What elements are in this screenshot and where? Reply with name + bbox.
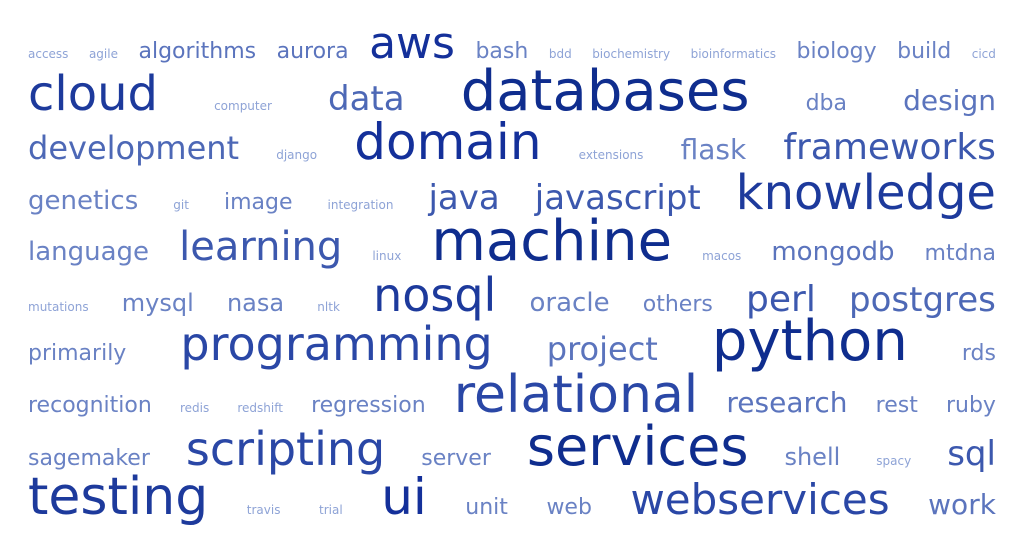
word-learning: learning xyxy=(179,224,343,271)
word-row: cloud computer data databases dba design xyxy=(28,64,996,120)
word-domain: domain xyxy=(354,113,542,171)
word-nltk: nltk xyxy=(317,300,340,315)
word-sql: sql xyxy=(947,433,996,474)
word-row: sagemaker scripting server services shell spa… xyxy=(28,414,996,478)
word-row: primarily programming project python rds xyxy=(28,314,996,370)
word-work: work xyxy=(928,488,996,522)
word-java: java xyxy=(428,177,500,218)
word-mutations: mutations xyxy=(28,300,89,315)
word-aws: aws xyxy=(369,17,455,69)
word-mtdna: mtdna xyxy=(924,241,996,267)
word-git: git xyxy=(173,197,189,212)
word-development: development xyxy=(28,129,240,167)
word-aurora: aurora xyxy=(276,38,349,64)
word-bioinformatics: bioinformatics xyxy=(690,46,777,61)
word-knowledge: knowledge xyxy=(735,164,996,221)
word-django: django xyxy=(276,148,318,162)
word-biochemistry: biochemistry xyxy=(592,46,671,61)
word-macos: macos xyxy=(702,249,742,264)
word-research: research xyxy=(726,386,848,420)
word-agile: agile xyxy=(88,46,118,61)
word-databases: databases xyxy=(460,59,750,125)
word-row: genetics git image integration java javascrip… xyxy=(28,169,996,217)
word-nasa: nasa xyxy=(226,289,285,318)
word-flask: flask xyxy=(680,133,747,166)
word-row: mutations mysql nasa nltk nosql oracle others p… xyxy=(28,272,996,318)
word-access: access xyxy=(28,46,69,61)
word-server: server xyxy=(421,445,491,471)
word-programming: programming xyxy=(180,317,493,372)
word-perl: perl xyxy=(746,279,816,321)
word-recognition: recognition xyxy=(28,393,152,419)
word-trial: trial xyxy=(319,503,343,518)
word-design: design xyxy=(903,84,996,118)
word-redis: redis xyxy=(179,401,210,416)
word-frameworks: frameworks xyxy=(783,127,996,168)
word-services: services xyxy=(526,414,749,478)
word-image: image xyxy=(223,189,293,215)
word-mysql: mysql xyxy=(121,289,194,318)
word-unit: unit xyxy=(465,495,508,521)
word-postgres: postgres xyxy=(849,280,996,321)
word-row: testing travis trial ui unit web webservices wo… xyxy=(28,471,996,523)
word-redshift: redshift xyxy=(237,401,283,416)
word-extensions: extensions xyxy=(578,148,644,162)
word-algorithms: algorithms xyxy=(138,38,257,64)
word-bdd: bdd xyxy=(548,46,572,61)
word-spacy: spacy xyxy=(876,453,912,468)
word-ui: ui xyxy=(381,468,427,527)
word-genetics: genetics xyxy=(28,185,139,216)
word-integration: integration xyxy=(327,197,394,212)
word-rest: rest xyxy=(875,393,918,419)
word-relational: relational xyxy=(453,365,699,426)
word-bash: bash xyxy=(475,38,529,64)
word-cicd: cicd xyxy=(971,46,996,61)
word-oracle: oracle xyxy=(529,288,610,319)
word-language: language xyxy=(28,237,150,268)
word-row: language learning linux machine macos mongodb… xyxy=(28,214,996,270)
word-row: recognition redis redshift regression relati… xyxy=(28,369,996,421)
word-machine: machine xyxy=(431,209,673,275)
word-scripting: scripting xyxy=(185,421,386,476)
word-cloud: cloud xyxy=(28,66,158,123)
word-row: access agile algorithms aurora aws bash bdd bio… xyxy=(28,17,996,69)
word-biology: biology xyxy=(796,38,877,64)
word-travis: travis xyxy=(246,503,281,518)
word-others: others xyxy=(642,292,713,318)
word-dba: dba xyxy=(805,91,847,117)
word-web: web xyxy=(546,495,592,521)
word-primarily: primarily xyxy=(28,341,127,367)
word-sagemaker: sagemaker xyxy=(28,445,150,471)
word-webservices: webservices xyxy=(630,475,890,525)
word-mongodb: mongodb xyxy=(771,237,895,268)
word-regression: regression xyxy=(311,393,426,419)
word-nosql: nosql xyxy=(373,268,497,323)
word-build: build xyxy=(897,38,952,64)
word-testing: testing xyxy=(28,467,209,528)
word-computer: computer xyxy=(214,99,272,114)
word-linux: linux xyxy=(372,249,402,264)
word-row: development django domain extensions flask fr… xyxy=(28,117,996,167)
word-ruby: ruby xyxy=(945,393,996,419)
word-data: data xyxy=(328,79,405,120)
word-project: project xyxy=(546,330,658,369)
word-shell: shell xyxy=(784,442,841,471)
word-python: python xyxy=(711,309,908,375)
word-rds: rds xyxy=(961,341,996,367)
word-javascript: javascript xyxy=(534,177,701,218)
